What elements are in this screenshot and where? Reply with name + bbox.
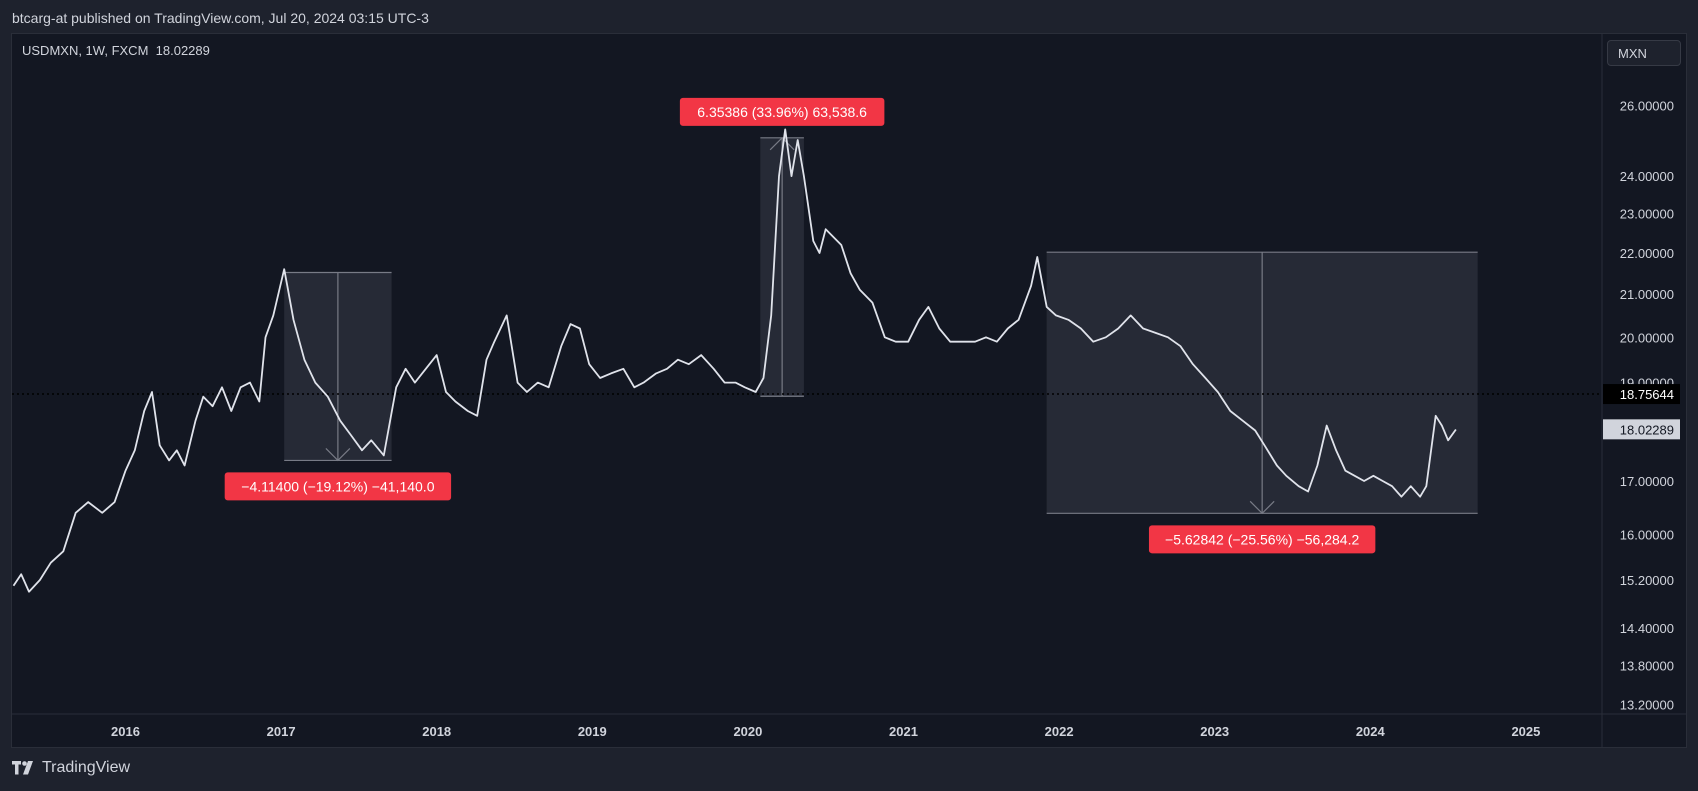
- tradingview-brand[interactable]: TradingView: [12, 759, 130, 777]
- price-badge-dotted-text: 18.75644: [1620, 387, 1674, 402]
- y-tick-label: 17.00000: [1620, 474, 1674, 489]
- symbol-info-text: USDMXN, 1W, FXCM: [22, 43, 149, 58]
- measure-label-box-1: [224, 472, 452, 501]
- y-tick-label: 22.00000: [1620, 246, 1674, 261]
- y-tick-label: 14.40000: [1620, 621, 1674, 636]
- x-tick-label: 2021: [889, 724, 918, 739]
- y-tick-label: 21.00000: [1620, 287, 1674, 302]
- symbol-legend[interactable]: USDMXN, 1W, FXCM 18.02289: [22, 43, 210, 58]
- y-tick-label: 23.00000: [1620, 207, 1674, 222]
- price-badge-current-bg: [1603, 419, 1680, 440]
- y-tick-label: 13.80000: [1620, 658, 1674, 673]
- x-tick-label: 2024: [1356, 724, 1386, 739]
- measure-arrow-head-2: [769, 136, 795, 151]
- currency-button[interactable]: MXN: [1607, 40, 1681, 66]
- y-tick-label: 16.00000: [1620, 528, 1674, 543]
- measure-label-box-3: [1148, 525, 1376, 554]
- y-tick-label: 15.20000: [1620, 573, 1674, 588]
- tradingview-logo-icon: [12, 761, 36, 775]
- measure-arrow-head-1: [325, 448, 351, 462]
- y-tick-label: 13.20000: [1620, 698, 1674, 713]
- brand-name: TradingView: [42, 759, 131, 776]
- x-tick-label: 2019: [578, 724, 607, 739]
- x-tick-label: 2025: [1511, 724, 1540, 739]
- measure-label-text-1: −4.11400 (−19.12%) −41,140.0: [241, 478, 434, 494]
- y-tick-label: 26.00000: [1620, 98, 1674, 113]
- x-tick-label: 2023: [1200, 724, 1229, 739]
- price-badge-dotted-bg: [1603, 384, 1680, 405]
- x-tick-label: 2020: [733, 724, 762, 739]
- publication-header: btcarg-at published on TradingView.com, …: [12, 10, 429, 26]
- price-badge-current-text: 18.02289: [1620, 422, 1674, 437]
- x-tick-label: 2018: [422, 724, 451, 739]
- x-tick-label: 2016: [111, 724, 140, 739]
- y-tick-label: 24.00000: [1620, 169, 1674, 184]
- x-tick-label: 2017: [267, 724, 296, 739]
- price-series-line[interactable]: [12, 128, 1457, 593]
- measure-arrow-head-3: [1249, 500, 1275, 515]
- measure-label-text-2: 6.35386 (33.96%) 63,538.6: [697, 104, 867, 120]
- y-tick-label: 20.00000: [1620, 330, 1674, 345]
- measure-label-box-2: [679, 97, 885, 126]
- symbol-last-value: 18.02289: [155, 43, 210, 58]
- x-tick-label: 2022: [1045, 724, 1074, 739]
- measure-label-text-3: −5.62842 (−25.56%) −56,284.2: [1165, 531, 1359, 547]
